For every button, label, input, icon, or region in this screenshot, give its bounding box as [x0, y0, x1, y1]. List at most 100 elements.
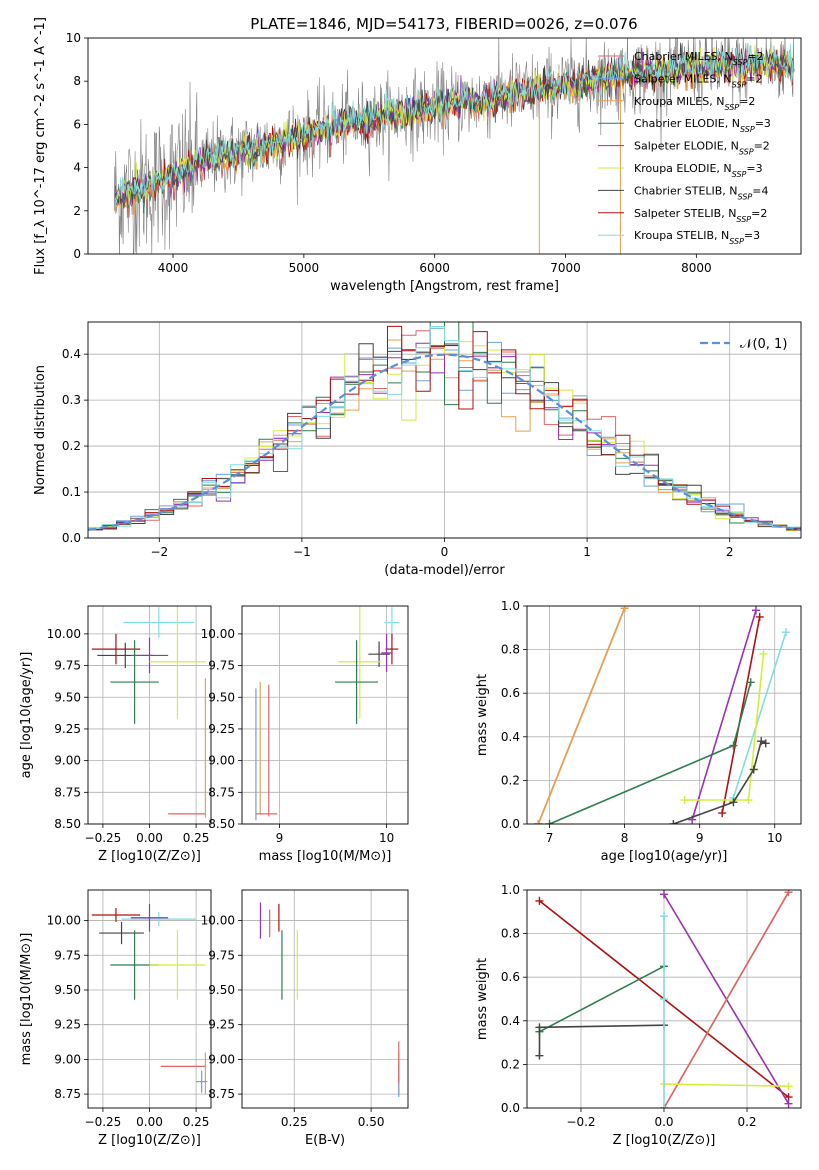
y-tick-label: 9.00 — [208, 1052, 235, 1066]
y-axis-label: mass weight — [475, 958, 490, 1040]
y-tick-label: 0.3 — [62, 393, 81, 407]
y-tick-label: 0.8 — [501, 927, 520, 941]
x-axis-label: mass [log10(M/M⊙)] — [259, 849, 392, 864]
chabrier_elodie-marker — [746, 678, 755, 687]
chabrier_stelib-line — [673, 740, 767, 824]
x-tick-label: 0.00 — [136, 1115, 163, 1129]
y-tick-label: 0.2 — [62, 439, 81, 453]
x-axis-label: (data-model)/error — [384, 563, 505, 578]
y-tick-label: 0.2 — [501, 1057, 520, 1071]
x-tick-label: 10 — [767, 831, 782, 845]
y-tick-label: 0.0 — [62, 531, 81, 545]
legend-entry: Salpeter ELODIE, NSSP=2 — [634, 140, 770, 157]
x-tick-label: 5000 — [289, 261, 320, 275]
residuals-legend: 𝒩(0, 1) — [700, 337, 787, 352]
y-tick-label: 1.0 — [501, 883, 520, 897]
y-tick-label: 1.0 — [501, 599, 520, 613]
spectrum-axes: 4000 5000 6000 7000 8000 0 2 4 6 8 10 wavelength [A… — [33, 17, 712, 294]
y-tick-label: 10.00 — [47, 914, 81, 928]
y-tick-label: 9.00 — [54, 1052, 81, 1066]
y-tick-label: 9.25 — [208, 1018, 235, 1032]
y-tick-label: 0 — [73, 247, 81, 261]
y-tick-label: 10.00 — [201, 914, 235, 928]
spectrum-legend: Chabrier MILES, NSSP=2 Salpeter MILES, NS… — [598, 50, 771, 246]
y-tick-label: 10.00 — [201, 627, 235, 641]
y-tick-label: 6 — [73, 117, 81, 131]
massweight_vs_age-lines — [534, 606, 790, 824]
kroupa_elodie-line — [684, 653, 765, 801]
x-tick-label: −2 — [150, 545, 168, 559]
y-tick-label: 0.6 — [501, 970, 520, 984]
chabrier_elodie-line — [539, 965, 665, 1033]
chabrier_stelib-marker — [761, 739, 770, 748]
y-tick-label: 9.25 — [54, 1018, 81, 1032]
chabrier_stelib-line — [538, 1024, 665, 1056]
x-tick-label: 7000 — [550, 261, 581, 275]
y-tick-label: 0.4 — [501, 1014, 520, 1028]
y-tick-label: 8 — [73, 74, 81, 88]
axes-frame — [241, 605, 409, 825]
y-tick-label: 0.0 — [501, 1101, 520, 1115]
massweight_vs_Z-lines — [535, 890, 793, 1108]
salpeter_stelib-marker — [718, 809, 727, 818]
salpeter_elodie-line — [691, 610, 757, 820]
age_vs_Z-axes: −0.25 0.00 0.25 8.50 8.75 9.00 9.25 9.50 9.75 10.… — [19, 606, 211, 864]
gaussian-curve — [88, 353, 801, 531]
mass_vs_Z-axes: −0.25 0.00 0.25 8.75 9.00 9.25 9.50 9.75 10.00 Z … — [19, 890, 211, 1148]
chabrier_stelib-marker — [669, 820, 678, 824]
legend-entry: Chabrier STELIB, NSSP=4 — [634, 184, 768, 201]
x-tick-label: 9 — [696, 831, 704, 845]
y-tick-label: 10.00 — [47, 627, 81, 641]
x-tick-label: −0.25 — [85, 831, 122, 845]
salpeter_elodie-marker — [784, 1099, 793, 1108]
kroupa_stelib-marker — [781, 628, 790, 637]
kroupa_elodie-line — [663, 1083, 789, 1087]
kroupa_stelib-histogram — [88, 326, 801, 538]
y-tick-label: 0.0 — [501, 817, 520, 831]
y-tick-label: 9.75 — [208, 659, 235, 673]
y-tick-label: 8.50 — [208, 817, 235, 831]
legend-entry: Chabrier ELODIE, NSSP=3 — [634, 117, 771, 134]
axes-frame — [87, 321, 802, 539]
x-axis-label: Z [log10(Z/Z⊙)] — [98, 1133, 201, 1148]
x-tick-label: −0.25 — [85, 1115, 122, 1129]
salpeter_elodie-marker — [751, 606, 760, 615]
x-axis-label: Z [log10(Z/Z⊙)] — [613, 1133, 716, 1148]
age_vs_mass-errorbars — [255, 606, 400, 821]
y-tick-label: 10 — [66, 31, 81, 45]
legend-entry: Salpeter STELIB, NSSP=2 — [634, 207, 767, 224]
y-axis-label: Flux [f_λ 10^-17 erg cm^-2 s^-1 A^-1] — [33, 17, 48, 275]
axes-frame — [526, 605, 802, 825]
histogram-steps — [88, 322, 801, 538]
x-tick-label: 7 — [546, 831, 554, 845]
y-tick-label: 9.50 — [54, 690, 81, 704]
kroupa_stelib-marker — [660, 1104, 668, 1108]
axes-frame — [87, 37, 802, 255]
x-tick-label: 8000 — [681, 261, 712, 275]
kroupa_miles-marker — [620, 606, 629, 613]
y-tick-label: 8.75 — [208, 1087, 235, 1101]
x-tick-label: 0.25 — [281, 1115, 308, 1129]
kroupa_elodie-marker — [784, 1082, 793, 1091]
y-tick-label: 0.4 — [62, 347, 81, 361]
age_vs_Z-errorbars — [91, 606, 207, 818]
x-tick-label: −0.2 — [566, 1115, 595, 1129]
kroupa_stelib-marker — [660, 995, 668, 1003]
x-tick-label: 0.0 — [654, 1115, 673, 1129]
y-tick-label: 2 — [73, 204, 81, 218]
legend-entry: Chabrier MILES, NSSP=2 — [634, 50, 764, 67]
legend-entry: Salpeter MILES, NSSP=2 — [634, 72, 763, 89]
y-tick-label: 9.00 — [54, 754, 81, 768]
y-tick-label: 4 — [73, 161, 81, 175]
y-tick-label: 0.1 — [62, 485, 81, 499]
y-tick-label: 9.75 — [54, 948, 81, 962]
x-axis-label: wavelength [Angstrom, rest frame] — [330, 279, 559, 294]
x-tick-label: 6000 — [419, 261, 450, 275]
mass_vs_ebv-axes: 0.25 0.50 8.75 9.00 9.25 9.50 9.75 10.00 E(B-V) — [201, 890, 408, 1148]
y-tick-label: 9.25 — [54, 722, 81, 736]
y-tick-label: 0.4 — [501, 730, 520, 744]
y-tick-label: 0.6 — [501, 686, 520, 700]
axes-frame — [87, 889, 212, 1109]
kroupa_elodie-marker — [759, 649, 768, 658]
